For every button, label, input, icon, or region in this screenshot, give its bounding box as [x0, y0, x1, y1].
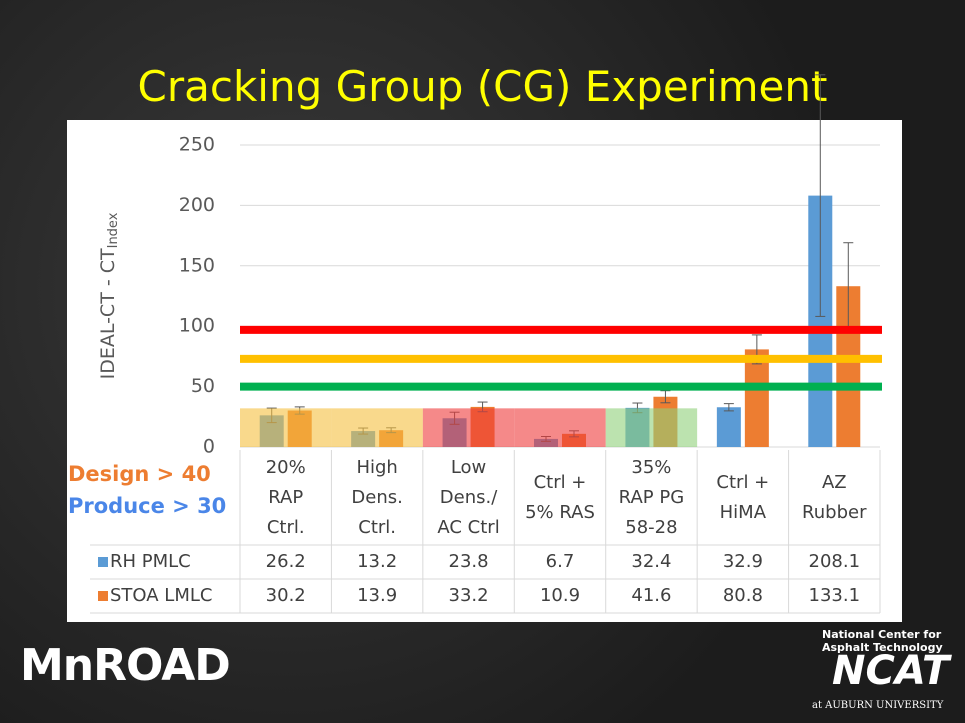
table-value: 30.2: [240, 579, 331, 613]
x-tick-label: Ctrl + 5% RAS: [514, 450, 605, 545]
threshold-band: [606, 408, 697, 447]
x-tick-label: 20% RAP Ctrl.: [240, 450, 331, 545]
table-value: 80.8: [697, 579, 788, 613]
legend-label: RH PMLC: [110, 545, 191, 579]
table-value: 33.2: [423, 579, 514, 613]
legend-swatch: [98, 591, 108, 601]
legend-swatch: [98, 557, 108, 567]
chart: 0 50 100 150 200 250 IDEAL-CT - CTIndex: [0, 0, 965, 723]
table-value: 6.7: [514, 545, 605, 579]
y-tick-label: 50: [191, 375, 215, 397]
y-tick-label: 250: [179, 134, 215, 156]
ncat-logo: NCAT: [832, 648, 949, 694]
x-tick-label: AZ Rubber: [789, 450, 880, 545]
threshold-band: [423, 408, 514, 447]
y-axis-label-main: IDEAL-CT - CT: [97, 248, 119, 379]
table-value: 41.6: [606, 579, 697, 613]
table-value: 32.9: [697, 545, 788, 579]
table-value: 26.2: [240, 545, 331, 579]
slide: Cracking Group (CG) Experiment 050100150…: [0, 0, 965, 723]
threshold-band: [514, 408, 605, 447]
y-tick-label: 100: [179, 315, 215, 337]
threshold-band: [240, 408, 331, 447]
x-tick-label: Low Dens./ AC Ctrl: [423, 450, 514, 545]
y-axis-label: IDEAL-CT - CTIndex: [97, 212, 121, 379]
bar: [717, 407, 741, 447]
table-value: 13.9: [331, 579, 422, 613]
mnroad-logo: MnROAD: [20, 640, 230, 691]
x-tick-label: Ctrl + HiMA: [697, 450, 788, 545]
y-tick-label: 0: [203, 436, 215, 458]
table-value: 10.9: [514, 579, 605, 613]
annotation: Produce > 30: [68, 494, 226, 518]
auburn-text: at AUBURN UNIVERSITY: [812, 700, 943, 711]
annotation: Design > 40: [68, 462, 211, 486]
table-value: 13.2: [331, 545, 422, 579]
table-value: 23.8: [423, 545, 514, 579]
y-tick-label: 150: [179, 254, 215, 276]
x-tick-label: High Dens. Ctrl.: [331, 450, 422, 545]
table-value: 32.4: [606, 545, 697, 579]
table-value: 208.1: [789, 545, 880, 579]
table-value: 133.1: [789, 579, 880, 613]
legend-label: STOA LMLC: [110, 579, 212, 613]
threshold-band: [331, 408, 422, 447]
y-axis-label-sub: Index: [106, 212, 121, 248]
x-tick-label: 35% RAP PG 58-28: [606, 450, 697, 545]
y-tick-label: 200: [179, 194, 215, 216]
